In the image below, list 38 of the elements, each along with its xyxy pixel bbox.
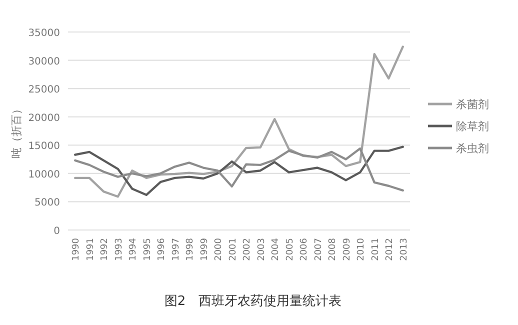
x-tick-label: 2006 <box>300 238 310 261</box>
x-tick-label: 2000 <box>214 238 224 261</box>
y-axis-title: 吨（折百） <box>10 104 23 158</box>
y-tick-label: 10000 <box>28 169 60 180</box>
x-tick-label: 2003 <box>256 238 267 261</box>
x-tick-label: 1999 <box>200 238 210 261</box>
y-tick-label: 15000 <box>28 141 60 152</box>
x-tick-label: 2012 <box>385 238 396 261</box>
text: 图2 西班牙农药使用量统计表 <box>164 294 342 309</box>
x-tick-label: 1991 <box>86 238 96 261</box>
line-series <box>74 46 404 198</box>
x-tick-label: 1998 <box>186 238 196 261</box>
y-tick-label: 0 <box>54 226 60 237</box>
x-tick-label: 1996 <box>157 238 168 261</box>
x-tick-label: 1994 <box>128 238 139 261</box>
y-tick-label: 5000 <box>34 198 60 209</box>
x-tick-label: 1993 <box>114 238 124 261</box>
x-tick-label: 2004 <box>271 238 282 261</box>
x-tick-label: 2007 <box>314 238 324 261</box>
x-tick-label: 2002 <box>242 238 253 261</box>
x-tick-label: 2001 <box>228 238 238 261</box>
y-tick-label: 35000 <box>28 28 60 39</box>
x-tick-label: 1995 <box>142 238 153 261</box>
y-tick-label: 30000 <box>28 56 60 68</box>
y-tick-label: 20000 <box>28 112 60 124</box>
x-tick-label: 1997 <box>171 238 182 261</box>
x-tick-label: 2008 <box>328 238 338 261</box>
x-tick-label: 2005 <box>285 238 296 261</box>
y-tick-label: 25000 <box>28 84 60 96</box>
legend-label: 杀菌剂 <box>456 98 489 111</box>
x-tick-label: 2011 <box>370 238 381 261</box>
x-tick-label: 1990 <box>72 238 82 261</box>
legend-label: 杀虫剂 <box>456 142 489 155</box>
x-tick-label: 2010 <box>356 238 367 261</box>
x-tick-label: 2013 <box>399 238 410 261</box>
x-tick-label: 1992 <box>100 238 110 261</box>
legend-label: 除草剂 <box>456 120 489 133</box>
x-tick-label: 2009 <box>342 238 352 261</box>
